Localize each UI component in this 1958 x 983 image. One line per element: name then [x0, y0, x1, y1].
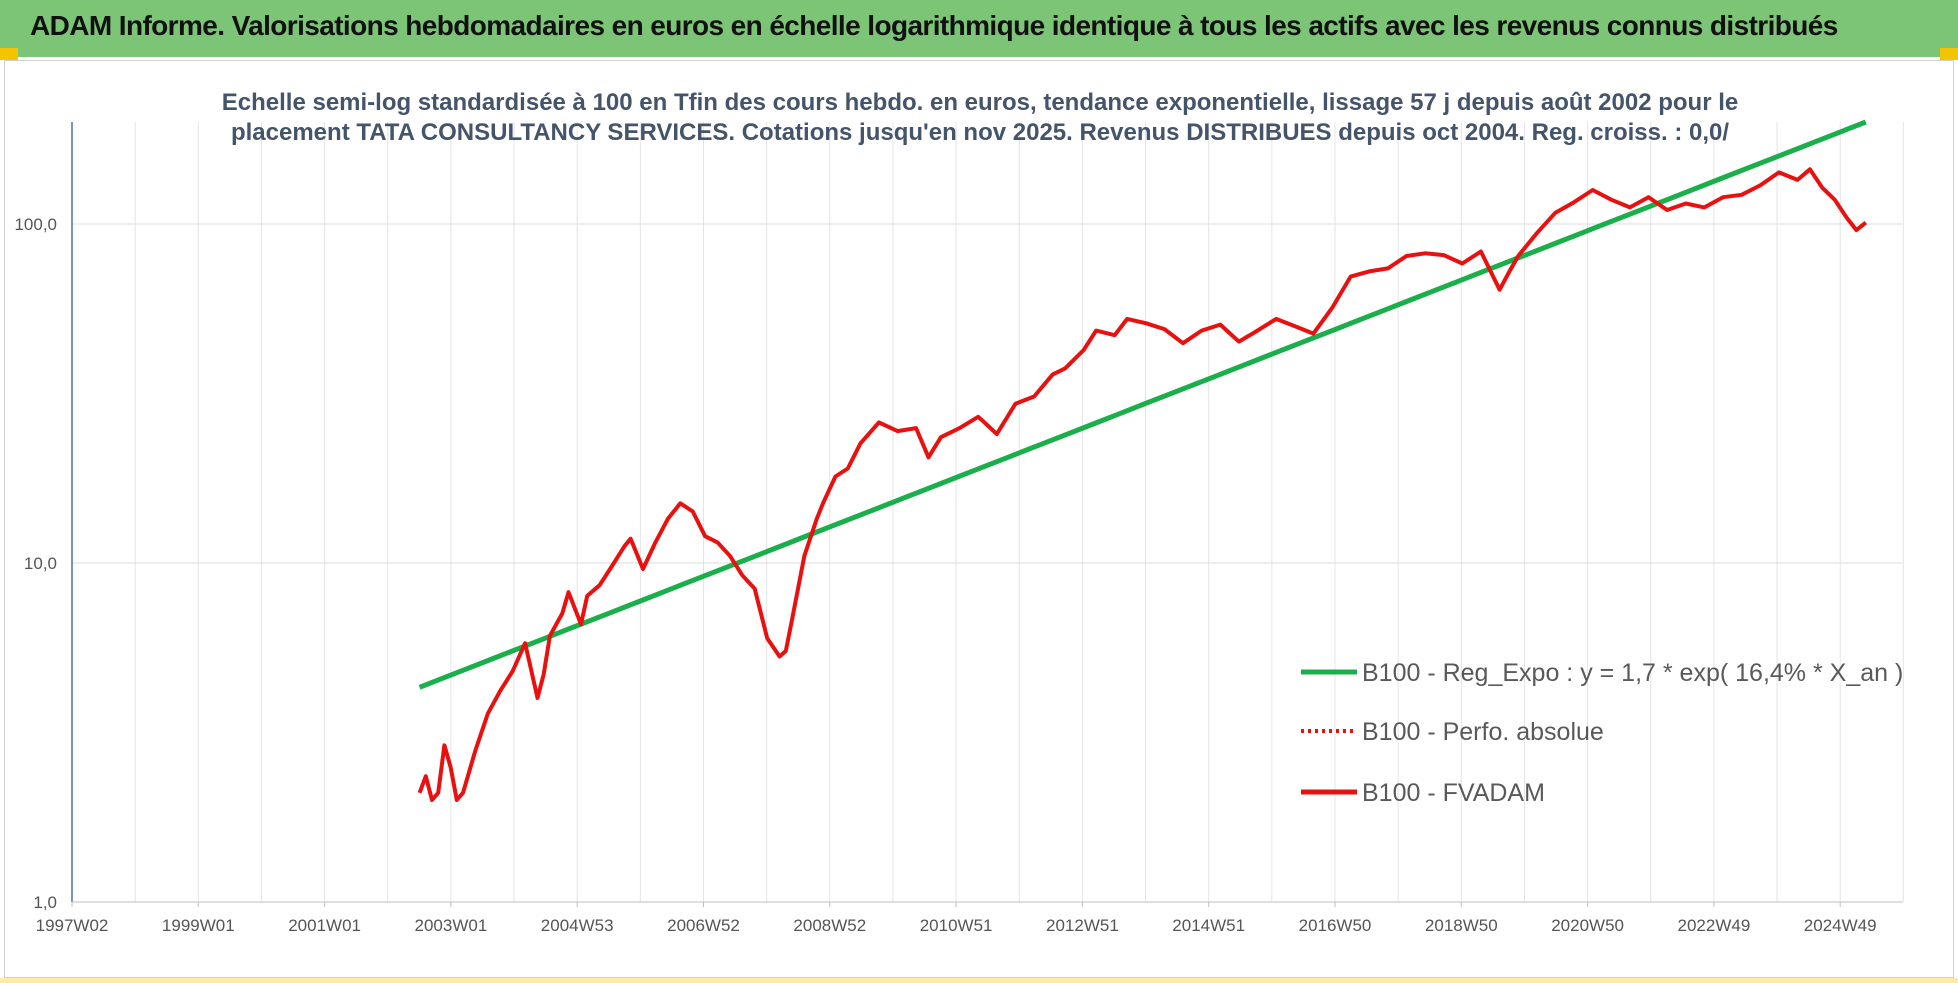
y-axis-ticks: 1,0 10,0 100,0	[14, 215, 57, 912]
x-tick-label: 1999W01	[162, 916, 235, 935]
x-tick-label: 2001W01	[288, 916, 361, 935]
y-tick-label: 100,0	[14, 215, 57, 234]
legend-label: B100 - FVADAM	[1362, 779, 1545, 807]
x-tick-label: 2004W53	[541, 916, 614, 935]
x-tick-label: 2024W49	[1804, 916, 1877, 935]
x-tick-label: 2010W51	[920, 916, 993, 935]
legend: B100 - Reg_Expo : y = 1,7 * exp( 16,4% *…	[1301, 659, 1903, 807]
corner-marker-right	[1940, 48, 1958, 60]
x-axis-ticks: 1997W02 1999W01 2001W01 2003W01 2004W53 2006W…	[36, 902, 1877, 935]
y-tick-label: 1,0	[33, 893, 57, 912]
chart-title: Echelle semi-log standardisée à 100 en T…	[222, 89, 1739, 146]
y-tick-label: 10,0	[24, 554, 57, 573]
x-tick-label: 1997W02	[36, 916, 109, 935]
x-tick-label: 2018W50	[1425, 916, 1498, 935]
header-banner: ADAM Informe. Valorisations hebdomadaire…	[0, 0, 1958, 57]
x-tick-label: 2012W51	[1046, 916, 1119, 935]
corner-marker-left	[0, 48, 18, 60]
series-fvadam-line	[417, 167, 1868, 802]
series-lines	[417, 119, 1868, 802]
x-tick-label: 2006W52	[667, 916, 740, 935]
x-tick-label: 2020W50	[1551, 916, 1624, 935]
series-trend-line	[418, 119, 1867, 690]
x-tick-label: 2008W52	[793, 916, 866, 935]
x-tick-label: 2022W49	[1678, 916, 1751, 935]
header-title: ADAM Informe. Valorisations hebdomadaire…	[30, 10, 1838, 41]
legend-label: B100 - Reg_Expo : y = 1,7 * exp( 16,4% *…	[1362, 659, 1903, 687]
legend-label: B100 - Perfo. absolue	[1362, 718, 1604, 746]
chart-title-line: placement TATA CONSULTANCY SERVICES. Cot…	[231, 119, 1729, 146]
x-tick-label: 2003W01	[415, 916, 488, 935]
bottom-border	[0, 978, 1958, 983]
x-tick-label: 2014W51	[1172, 916, 1245, 935]
chart-title-line: Echelle semi-log standardisée à 100 en T…	[222, 89, 1739, 116]
chart-frame	[4, 60, 1954, 978]
x-tick-label: 2016W50	[1299, 916, 1372, 935]
gridlines	[71, 122, 1904, 903]
